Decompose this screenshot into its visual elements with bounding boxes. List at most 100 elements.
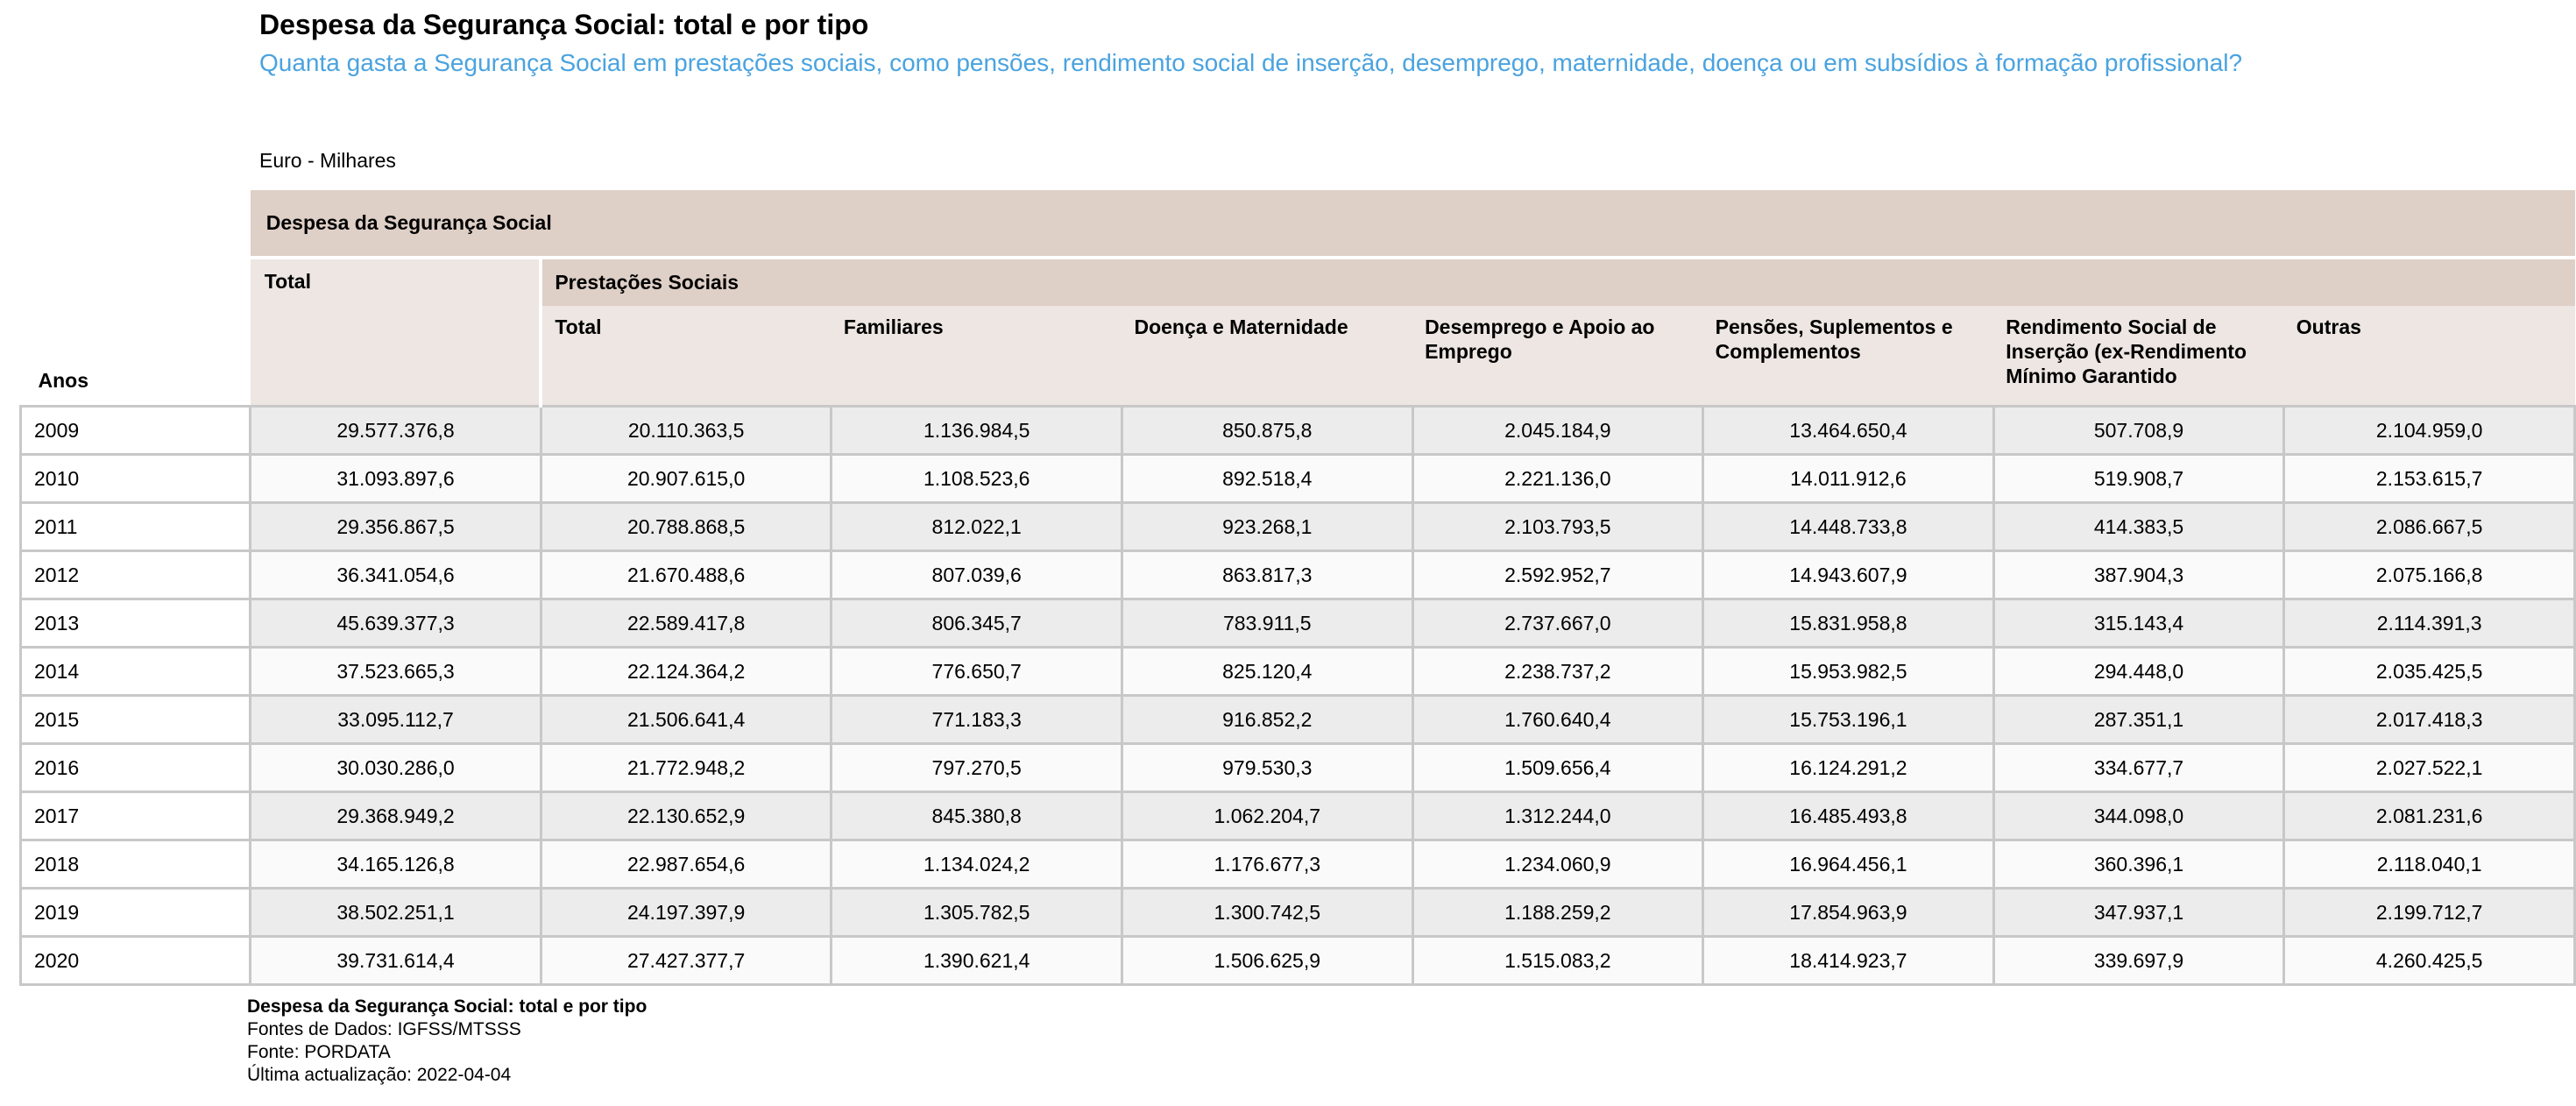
value-cell: 783.911,5	[1122, 598, 1414, 649]
column-header-doenca-maternidade: Doença e Maternidade	[1122, 306, 1413, 407]
value-cell: 16.485.493,8	[1702, 791, 1995, 841]
table-row: 2015 33.095.112,7 21.506.641,4 771.183,3 916…	[18, 694, 2576, 745]
value-cell: 1.305.782,5	[831, 887, 1123, 938]
value-cell: 845.380,8	[831, 791, 1123, 841]
value-cell: 2.075.166,8	[2283, 549, 2576, 600]
value-cell: 339.697,9	[1993, 935, 2286, 986]
table-row: 2013 45.639.377,3 22.589.417,8 806.345,7 783…	[18, 598, 2576, 649]
value-cell: 33.095.112,7	[250, 694, 542, 745]
value-cell: 21.772.948,2	[541, 742, 833, 793]
value-cell: 31.093.897,6	[250, 453, 542, 504]
value-cell: 2.118.040,1	[2283, 839, 2576, 890]
header-blank-cell	[20, 190, 251, 258]
table-row: 2009 29.577.376,8 20.110.363,5 1.136.984,5 8…	[18, 405, 2576, 456]
value-cell: 1.760.640,4	[1412, 694, 1705, 745]
value-cell: 16.964.456,1	[1702, 839, 1995, 890]
year-cell: 2020	[18, 935, 252, 986]
value-cell: 29.368.949,2	[250, 791, 542, 841]
value-cell: 916.852,2	[1122, 694, 1414, 745]
table-row: 2016 30.030.286,0 21.772.948,2 797.270,5 979…	[18, 742, 2576, 793]
value-cell: 1.134.024,2	[831, 839, 1123, 890]
value-cell: 1.234.060,9	[1412, 839, 1705, 890]
year-cell: 2009	[18, 405, 252, 456]
footer-data-sources: Fontes de Dados: IGFSS/MTSSS	[247, 1019, 521, 1039]
value-cell: 334.677,7	[1993, 742, 2286, 793]
value-cell: 2.221.136,0	[1412, 453, 1705, 504]
table-row: 2010 31.093.897,6 20.907.615,0 1.108.523,6 8…	[18, 453, 2576, 504]
value-cell: 45.639.377,3	[250, 598, 542, 649]
year-cell: 2011	[18, 501, 252, 552]
data-table: Despesa da Segurança Social Anos Total P…	[18, 190, 2576, 986]
value-cell: 22.589.417,8	[541, 598, 833, 649]
value-cell: 414.383,5	[1993, 501, 2286, 552]
table-row: 2011 29.356.867,5 20.788.868,5 812.022,1 923…	[18, 501, 2576, 552]
value-cell: 287.351,1	[1993, 694, 2286, 745]
value-cell: 20.110.363,5	[541, 405, 833, 456]
value-cell: 294.448,0	[1993, 646, 2286, 697]
value-cell: 20.907.615,0	[541, 453, 833, 504]
table-body: Despesa da Segurança Social Anos Total P…	[18, 190, 2576, 986]
value-cell: 812.022,1	[831, 501, 1123, 552]
value-cell: 771.183,3	[831, 694, 1123, 745]
value-cell: 807.039,6	[831, 549, 1123, 600]
value-cell: 39.731.614,4	[250, 935, 542, 986]
value-cell: 36.341.054,6	[250, 549, 542, 600]
value-cell: 923.268,1	[1122, 501, 1414, 552]
value-cell: 2.045.184,9	[1412, 405, 1705, 456]
value-cell: 14.943.607,9	[1702, 549, 1995, 600]
column-header-desemprego: Desemprego e Apoio ao Emprego	[1412, 306, 1703, 407]
table-row: 2018 34.165.126,8 22.987.654,6 1.134.024,2 1…	[18, 839, 2576, 890]
value-cell: 38.502.251,1	[250, 887, 542, 938]
column-header-outras: Outras	[2283, 306, 2575, 407]
footer-last-updated: Última actualização: 2022-04-04	[247, 1065, 512, 1085]
value-cell: 15.831.958,8	[1702, 598, 1995, 649]
value-cell: 360.396,1	[1993, 839, 2286, 890]
value-cell: 1.390.621,4	[831, 935, 1123, 986]
footer: Despesa da Segurança Social: total e por…	[247, 996, 647, 1087]
column-header-total: Total	[250, 258, 543, 407]
year-cell: 2013	[18, 598, 252, 649]
header-row-super: Despesa da Segurança Social	[20, 190, 2575, 259]
year-cell: 2017	[18, 791, 252, 841]
value-cell: 519.908,7	[1993, 453, 2286, 504]
value-cell: 1.300.742,5	[1122, 887, 1414, 938]
value-cell: 1.188.259,2	[1412, 887, 1705, 938]
value-cell: 2.114.391,3	[2283, 598, 2576, 649]
group-header-prestacoes: Prestações Sociais	[541, 258, 2575, 306]
value-cell: 2.035.425,5	[2283, 646, 2576, 697]
value-cell: 13.464.650,4	[1702, 405, 1995, 456]
value-cell: 30.030.286,0	[250, 742, 542, 793]
value-cell: 37.523.665,3	[250, 646, 542, 697]
value-cell: 1.062.204,7	[1122, 791, 1414, 841]
header-row-group: Anos Total Prestações Sociais	[20, 258, 2575, 407]
year-cell: 2019	[18, 887, 252, 938]
value-cell: 1.136.984,5	[831, 405, 1123, 456]
table-row: 2014 37.523.665,3 22.124.364,2 776.650,7 825…	[18, 646, 2576, 697]
value-cell: 14.448.733,8	[1702, 501, 1995, 552]
value-cell: 20.788.868,5	[541, 501, 833, 552]
value-cell: 21.670.488,6	[541, 549, 833, 600]
header-row-sub: Total Familiares Doença e Maternidade De…	[21, 306, 2575, 407]
year-cell: 2010	[18, 453, 252, 504]
value-cell: 22.987.654,6	[541, 839, 833, 890]
value-cell: 15.953.982,5	[1702, 646, 1995, 697]
value-cell: 14.011.912,6	[1702, 453, 1995, 504]
value-cell: 979.530,3	[1122, 742, 1414, 793]
page-title: Despesa da Segurança Social: total e por…	[259, 9, 869, 40]
table-row: 2020 39.731.614,4 27.427.377,7 1.390.621,4 1…	[18, 935, 2576, 986]
value-cell: 22.130.652,9	[541, 791, 833, 841]
value-cell: 2.737.667,0	[1412, 598, 1705, 649]
unit-label: Euro - Milhares	[259, 149, 396, 172]
value-cell: 797.270,5	[831, 742, 1123, 793]
value-cell: 22.124.364,2	[541, 646, 833, 697]
value-cell: 1.176.677,3	[1122, 839, 1414, 890]
value-cell: 34.165.126,8	[250, 839, 542, 890]
data-table-container: Despesa da Segurança Social Anos Total P…	[18, 190, 2576, 988]
value-cell: 1.312.244,0	[1412, 791, 1705, 841]
value-cell: 2.086.667,5	[2283, 501, 2576, 552]
page-subtitle: Quanta gasta a Segurança Social em prest…	[259, 49, 2243, 76]
value-cell: 1.515.083,2	[1412, 935, 1705, 986]
value-cell: 2.592.952,7	[1412, 549, 1705, 600]
year-cell: 2015	[18, 694, 252, 745]
value-cell: 850.875,8	[1122, 405, 1414, 456]
